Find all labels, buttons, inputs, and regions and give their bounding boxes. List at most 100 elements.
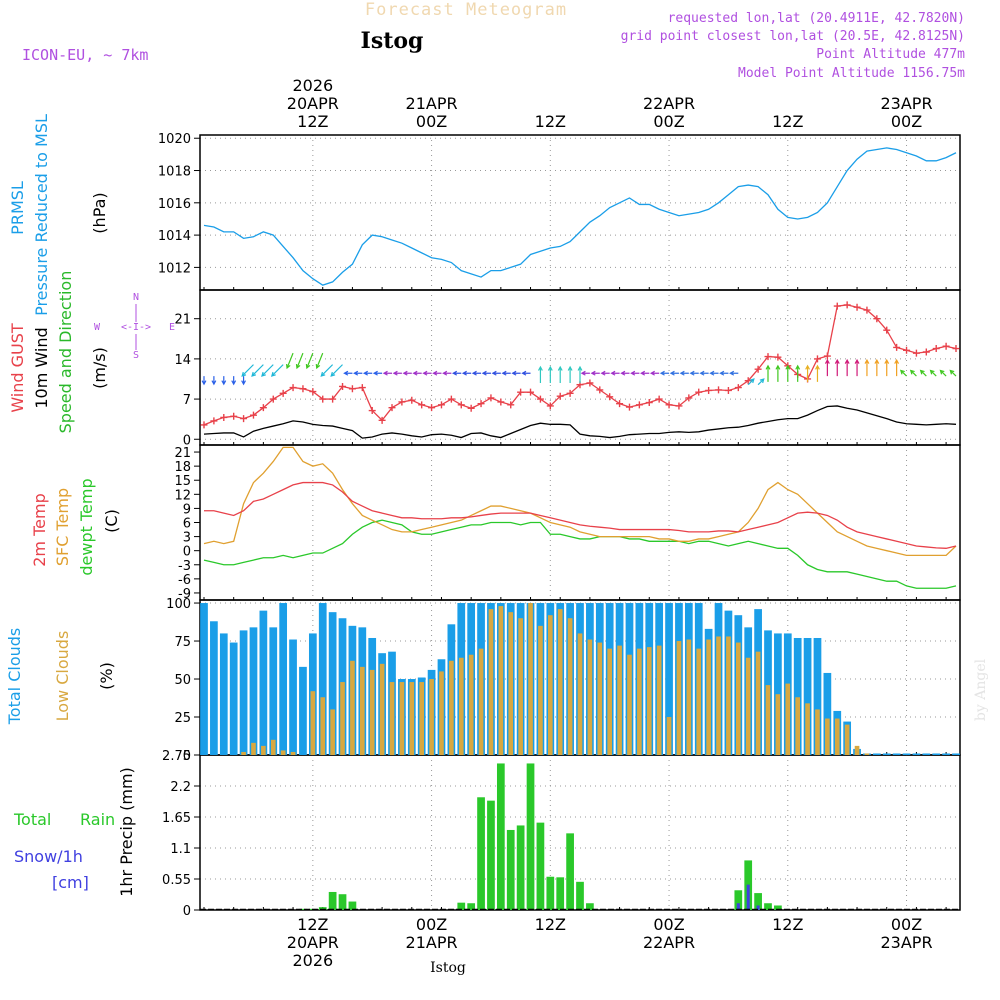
wind-gust-series-marker bbox=[685, 394, 693, 402]
low-cloud-bar bbox=[468, 654, 474, 755]
temp-sfc-label: SFC Temp bbox=[53, 488, 72, 566]
rain-bar bbox=[556, 877, 565, 910]
wind-arrow bbox=[669, 370, 679, 376]
snow-bar bbox=[756, 905, 760, 910]
y-tick-label: 18 bbox=[174, 460, 191, 475]
bottom-time-label: 22APR bbox=[643, 933, 695, 952]
grid-point-coords: grid point closest lon,lat (20.5E, 42.81… bbox=[621, 29, 965, 44]
low-cloud-bar bbox=[449, 660, 454, 755]
temp-2m-label: 2m Temp bbox=[30, 493, 49, 567]
wind-gust-label: Wind GUST bbox=[8, 323, 27, 413]
low-cloud-bar bbox=[627, 654, 632, 755]
low-cloud-bar bbox=[815, 709, 820, 755]
low-cloud-bar bbox=[458, 657, 464, 755]
wind-gust-series-marker bbox=[705, 386, 713, 394]
wind-gust-series-marker bbox=[774, 353, 782, 361]
precip-rain-label: Rain bbox=[80, 810, 115, 829]
rain-bar bbox=[516, 825, 525, 910]
total-cloud-bar bbox=[872, 753, 881, 755]
wind-arrow bbox=[511, 370, 521, 376]
wind-arrow bbox=[864, 358, 870, 377]
wind-gust-series-marker bbox=[269, 395, 277, 403]
wind-arrow bbox=[719, 370, 729, 376]
low-cloud-bar bbox=[488, 609, 494, 755]
top-time-label: 23APR bbox=[880, 94, 932, 113]
low-cloud-bar bbox=[280, 750, 286, 755]
rain-bar bbox=[477, 797, 485, 910]
total-cloud-bar bbox=[803, 637, 812, 755]
panel-frame bbox=[199, 134, 961, 291]
wind-gust-series-marker bbox=[358, 384, 366, 392]
low-cloud-bar bbox=[528, 603, 533, 755]
wind-gust-series-marker bbox=[457, 401, 465, 409]
top-time-label: 2026 bbox=[292, 76, 333, 95]
y-tick-label: 75 bbox=[174, 635, 191, 650]
model-altitude: Model Point Altitude 1156.75m bbox=[738, 66, 965, 81]
wind-gust-series bbox=[200, 301, 960, 429]
y-tick-label: 1.65 bbox=[162, 811, 191, 826]
low-cloud-bar bbox=[320, 697, 326, 755]
wind-arrow bbox=[689, 370, 699, 376]
y-tick-label: 21 bbox=[174, 313, 191, 328]
wind-gust-series-marker bbox=[724, 386, 732, 394]
top-time-label: 00Z bbox=[416, 112, 447, 131]
total-cloud-bar bbox=[210, 621, 218, 755]
wind-speed-series bbox=[203, 405, 957, 439]
rain-bar bbox=[546, 876, 555, 910]
wind-gust-series-marker bbox=[734, 384, 742, 392]
bottom-time-label: 23APR bbox=[880, 933, 932, 952]
precip-snow-label: Snow/1h bbox=[14, 847, 83, 866]
low-cloud-bar bbox=[310, 691, 316, 755]
wind-arrow bbox=[640, 370, 650, 376]
model-label: ICON-EU, ~ 7km bbox=[22, 46, 148, 64]
dewpoint-series bbox=[203, 519, 957, 589]
bottom-time-label: 12Z bbox=[297, 915, 328, 934]
low-cloud-bar bbox=[736, 642, 741, 755]
rain-bar bbox=[566, 833, 574, 910]
clouds-unit: (%) bbox=[97, 662, 116, 690]
wind-arrow bbox=[785, 364, 791, 382]
wind-gust-series-marker bbox=[408, 396, 416, 404]
cloud-bars bbox=[200, 603, 960, 755]
compass-s: S bbox=[133, 350, 139, 361]
wind-gust-series-marker bbox=[863, 306, 871, 314]
wind-gust-series-marker bbox=[259, 404, 267, 412]
wind-gust-series-marker bbox=[655, 395, 663, 403]
low-cloud-bar bbox=[508, 612, 514, 755]
wind-gust-series-marker bbox=[487, 394, 495, 402]
y-tick-label: 2.75 bbox=[162, 749, 191, 764]
low-cloud-bar bbox=[399, 682, 405, 755]
sfc-temp-series-line bbox=[203, 446, 957, 557]
wind-gust-series-marker bbox=[754, 365, 762, 373]
wind-arrow bbox=[261, 364, 274, 377]
wind-arrow bbox=[815, 364, 820, 382]
y-tick-label: 25 bbox=[174, 711, 191, 726]
rain-bar bbox=[536, 822, 545, 910]
wind-gust-series-marker bbox=[912, 349, 920, 357]
y-tick-label: 6 bbox=[183, 517, 191, 532]
pressure-series-line bbox=[203, 147, 957, 286]
y-tick-label: 1012 bbox=[158, 261, 191, 276]
wind-gust-series-marker bbox=[299, 385, 307, 393]
panel-pressure: 1012 1014 1016 1018 1020 bbox=[158, 132, 961, 291]
low-cloud-bar bbox=[350, 660, 355, 755]
wind-arrow bbox=[834, 358, 840, 377]
wind-gust-series-marker bbox=[348, 385, 356, 393]
wind-unit: (m/s) bbox=[90, 347, 109, 389]
snow-bar bbox=[746, 884, 750, 910]
compass-e: E bbox=[169, 322, 175, 333]
wind-gust-series-marker bbox=[932, 345, 940, 353]
low-cloud-bar bbox=[261, 745, 266, 755]
low-cloud-bar bbox=[696, 648, 702, 755]
panel-frame bbox=[199, 444, 961, 601]
wind-arrow bbox=[620, 370, 630, 376]
temp-2m-series-line bbox=[204, 481, 957, 549]
wind-arrow bbox=[362, 370, 373, 376]
wind-gust-series-marker bbox=[507, 401, 515, 409]
low-cloud-bar bbox=[656, 645, 662, 755]
precip-total-label: Total bbox=[13, 810, 51, 829]
wind-arrow bbox=[577, 365, 583, 383]
wind-arrow bbox=[305, 352, 314, 370]
